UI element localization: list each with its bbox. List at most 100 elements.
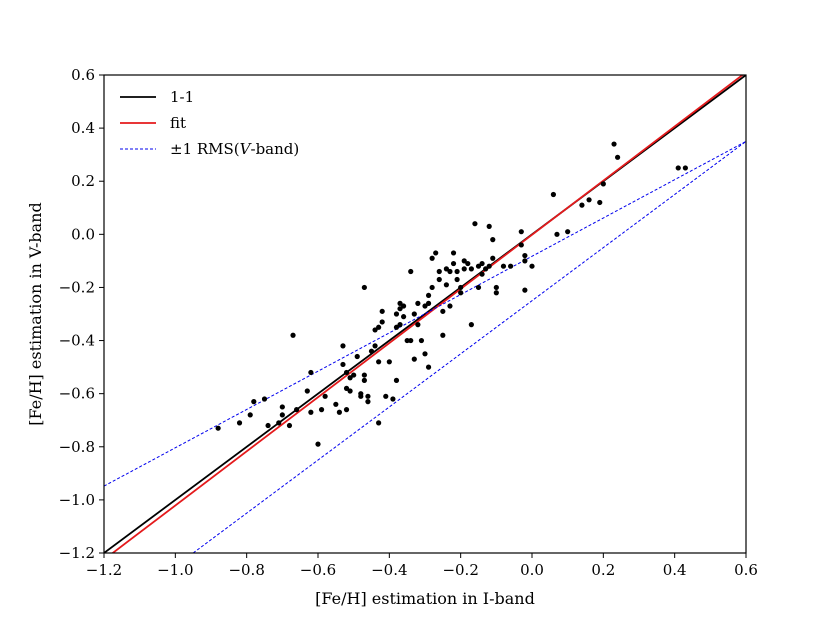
data-point (361, 372, 367, 378)
data-point (475, 284, 482, 291)
data-point (365, 399, 371, 405)
data-point (333, 401, 339, 407)
data-point (376, 420, 382, 426)
data-point (493, 284, 499, 291)
data-point (386, 359, 392, 365)
data-point (472, 221, 478, 227)
data-point (372, 343, 378, 349)
data-point (383, 393, 389, 399)
y-axis-label: [Fe/H] estimation in V-band (26, 202, 45, 425)
data-point (401, 314, 407, 320)
data-point (343, 385, 350, 391)
data-point (215, 425, 221, 431)
data-point (483, 266, 489, 272)
data-point (368, 348, 375, 354)
line-fit (111, 75, 744, 553)
data-point (361, 284, 367, 291)
data-point (425, 300, 432, 306)
reference-lines (104, 75, 746, 553)
data-point (340, 361, 346, 368)
data-point (465, 260, 471, 267)
data-point (304, 388, 310, 394)
y-tick-label: −0.6 (59, 385, 95, 403)
data-point (522, 287, 528, 293)
data-point (290, 332, 296, 338)
data-point (486, 263, 492, 269)
data-point (408, 268, 414, 275)
data-point (468, 322, 474, 328)
x-tick-label: −0.6 (300, 561, 336, 579)
data-point (276, 420, 282, 426)
legend-label-fit: fit (170, 114, 186, 132)
y-tick-label: 0.0 (71, 225, 95, 243)
data-point (397, 300, 403, 306)
data-point (565, 229, 571, 235)
data-point (393, 377, 400, 383)
data-point (279, 404, 285, 410)
data-point (322, 393, 328, 399)
y-tick-label: 0.4 (71, 119, 95, 137)
y-tick-label: −1.2 (59, 544, 95, 562)
data-point (411, 311, 417, 317)
data-point (508, 263, 514, 269)
data-point (458, 284, 464, 291)
data-point (518, 242, 524, 248)
data-point (401, 303, 407, 309)
data-point (376, 324, 382, 330)
data-point (450, 250, 457, 256)
data-point (554, 231, 560, 237)
data-point (343, 407, 350, 413)
data-point (518, 229, 524, 235)
data-point (675, 165, 681, 171)
data-point (393, 311, 400, 317)
data-point (422, 303, 428, 309)
data-point (493, 290, 499, 296)
data-point (490, 255, 496, 261)
data-point (433, 250, 439, 256)
data-point (354, 353, 360, 360)
data-point (500, 263, 507, 269)
data-point (404, 337, 410, 344)
data-point (418, 337, 425, 344)
data-point (468, 266, 474, 272)
x-tick-label: −0.8 (228, 561, 264, 579)
data-point (429, 255, 435, 261)
x-tick-label: 0.2 (591, 561, 615, 579)
data-point (279, 412, 285, 418)
data-point (308, 409, 314, 415)
data-point (318, 407, 325, 413)
data-point (347, 375, 353, 381)
x-tick-label: −1.2 (86, 561, 122, 579)
data-point (682, 165, 688, 171)
y-axis-ticks: −1.2 −1.0 −0.8 −0.6 −0.4 −0.2 0.0 0.2 0.4 0.6 (59, 66, 104, 562)
data-point (390, 396, 396, 402)
legend-label-1-1: 1-1 (170, 88, 194, 106)
data-point (529, 263, 535, 269)
data-point (479, 271, 485, 277)
y-tick-label: −0.2 (59, 278, 95, 296)
x-tick-label: 0.6 (734, 561, 758, 579)
plot-frame (103, 74, 747, 554)
data-point (443, 266, 449, 272)
data-point (265, 422, 271, 429)
data-point (408, 337, 414, 344)
x-tick-label: 0.0 (520, 561, 544, 579)
data-point (372, 327, 378, 333)
data-point (454, 276, 460, 283)
line-rms-upper (104, 140, 746, 487)
y-tick-label: 0.2 (71, 172, 95, 190)
x-tick-label: −0.2 (442, 561, 478, 579)
data-point (450, 260, 457, 267)
data-point (522, 252, 528, 259)
data-point (261, 396, 268, 402)
data-point (461, 266, 467, 272)
data-point (376, 359, 382, 365)
legend-label-rms: ±1 RMS(V-band) (170, 140, 299, 158)
data-point (550, 191, 557, 198)
data-point (397, 306, 403, 312)
data-point (361, 377, 367, 383)
data-point (440, 308, 446, 314)
data-point (422, 351, 428, 357)
data-point (475, 263, 482, 269)
data-point (447, 268, 453, 275)
